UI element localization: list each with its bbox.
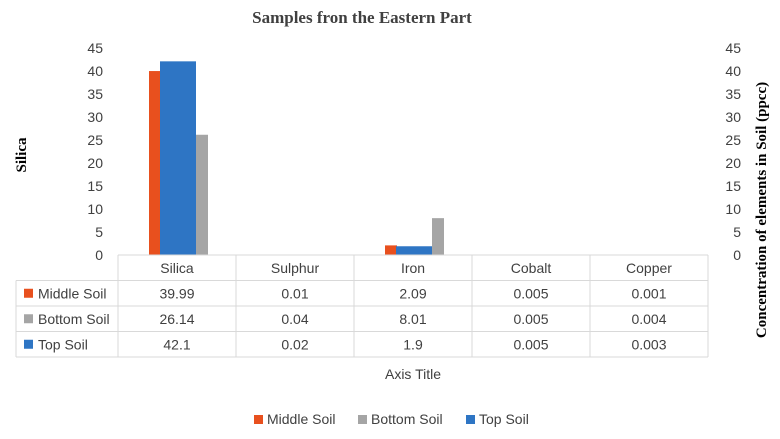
legend-label: Middle Soil <box>267 411 335 427</box>
bar <box>432 218 444 255</box>
y-tick-label: 45 <box>87 40 103 56</box>
data-label: 8.01 <box>399 311 426 327</box>
bar <box>385 245 397 255</box>
y2-tick-label: 20 <box>725 155 741 171</box>
y2-tick-label: 30 <box>725 109 741 125</box>
x-axis-title: Axis Title <box>385 366 441 382</box>
data-label: 0.004 <box>631 311 666 327</box>
data-table: Silica Sulphur Iron Cobalt Copper Middle Soil… <box>15 254 709 358</box>
data-label: 0.01 <box>281 285 308 301</box>
y2-tick-label: 40 <box>725 63 741 79</box>
y-tick-label: 10 <box>87 201 103 217</box>
legend-swatch <box>466 415 475 424</box>
y2-tick-label: 15 <box>725 178 741 194</box>
legend-swatch <box>254 415 263 424</box>
y-tick-label: 15 <box>87 178 103 194</box>
y-tick-label: 30 <box>87 109 103 125</box>
y-axis-ticks: 0 5 10 15 20 25 30 35 40 45 <box>87 40 103 263</box>
bar-group <box>149 61 680 256</box>
data-label: 26.14 <box>159 311 194 327</box>
data-label: 42.1 <box>163 336 190 352</box>
series-name: Middle Soil <box>38 285 106 301</box>
y-tick-label: 35 <box>87 86 103 102</box>
category-label: Iron <box>401 260 425 276</box>
category-label: Cobalt <box>511 260 552 276</box>
legend-label: Bottom Soil <box>371 411 443 427</box>
y2-tick-label: 35 <box>725 86 741 102</box>
category-label: Sulphur <box>271 260 320 276</box>
data-label: 0.005 <box>513 336 548 352</box>
secondary-y-axis-title: Concentration of elements in Soil (ppcc) <box>754 82 770 338</box>
series-name: Top Soil <box>38 336 88 352</box>
series-key <box>24 314 33 324</box>
series-key <box>24 288 33 298</box>
y2-tick-label: 5 <box>733 224 741 240</box>
data-label: 0.04 <box>281 311 308 327</box>
data-label: 39.99 <box>159 285 194 301</box>
secondary-y-axis-ticks: 0 5 10 15 20 25 30 35 40 45 <box>725 40 741 263</box>
y2-tick-label: 10 <box>725 201 741 217</box>
y-tick-label: 0 <box>95 247 103 263</box>
category-label: Copper <box>626 260 672 276</box>
legend-swatch <box>358 415 367 424</box>
y-axis-title: Silica <box>14 137 30 173</box>
category-label: Silica <box>160 260 194 276</box>
data-label: 0.005 <box>513 311 548 327</box>
y-tick-label: 25 <box>87 132 103 148</box>
data-label: 0.003 <box>631 336 666 352</box>
bar <box>396 246 432 255</box>
y-tick-label: 5 <box>95 224 103 240</box>
y2-tick-label: 25 <box>725 132 741 148</box>
data-label: 0.001 <box>631 285 666 301</box>
y2-tick-label: 45 <box>725 40 741 56</box>
bar <box>196 134 208 255</box>
y2-tick-label: 0 <box>733 247 741 263</box>
data-label: 0.005 <box>513 285 548 301</box>
data-label: 1.9 <box>403 336 423 352</box>
bar <box>149 71 161 256</box>
bar <box>160 61 196 256</box>
data-label: 2.09 <box>399 285 426 301</box>
y-tick-label: 20 <box>87 155 103 171</box>
series-name: Bottom Soil <box>38 311 110 327</box>
chart-title: Samples fron the Eastern Part <box>252 8 472 27</box>
series-key <box>24 339 33 349</box>
data-label: 0.02 <box>281 336 308 352</box>
legend-label: Top Soil <box>479 411 529 427</box>
legend: Middle Soil Bottom Soil Top Soil <box>254 411 529 427</box>
y-tick-label: 40 <box>87 63 103 79</box>
